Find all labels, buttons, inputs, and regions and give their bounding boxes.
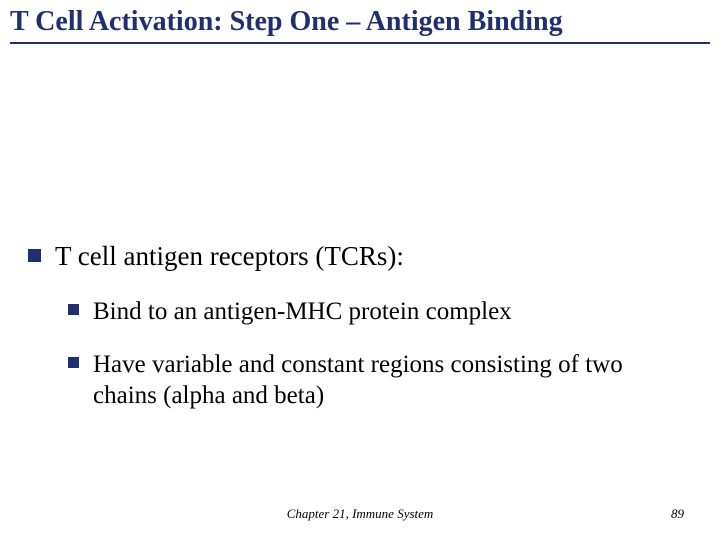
- page-number: 89: [671, 506, 684, 522]
- square-bullet-icon: [28, 249, 41, 262]
- list-item: Have variable and constant regions consi…: [68, 349, 692, 412]
- list-item-text: Bind to an antigen-MHC protein complex: [93, 296, 512, 327]
- footer-chapter: Chapter 21, Immune System: [0, 506, 720, 522]
- list-item: T cell antigen receptors (TCRs):: [28, 240, 692, 274]
- title-underline: [10, 42, 710, 44]
- square-bullet-icon: [68, 357, 79, 368]
- sub-list: Bind to an antigen-MHC protein complex H…: [68, 296, 692, 412]
- list-item-text: T cell antigen receptors (TCRs):: [55, 240, 404, 274]
- list-item: Bind to an antigen-MHC protein complex: [68, 296, 692, 327]
- square-bullet-icon: [68, 304, 79, 315]
- list-item-text: Have variable and constant regions consi…: [93, 349, 692, 412]
- body-content: T cell antigen receptors (TCRs): Bind to…: [0, 240, 720, 412]
- slide-title: T Cell Activation: Step One – Antigen Bi…: [0, 0, 720, 42]
